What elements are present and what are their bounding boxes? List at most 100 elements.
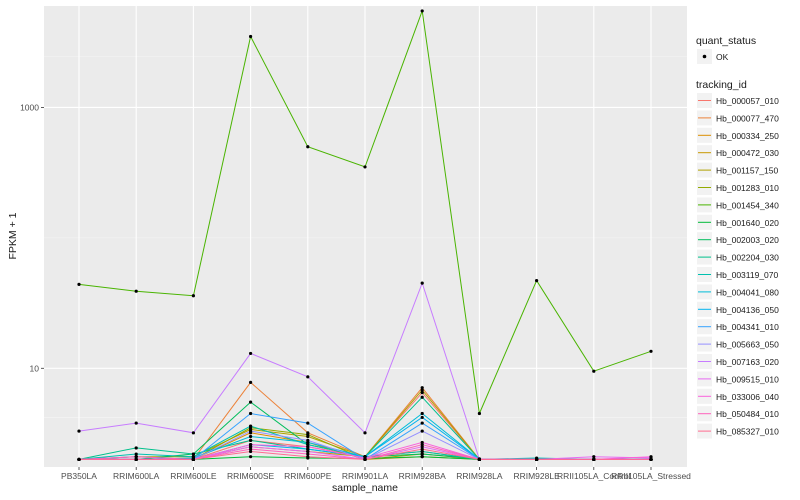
legend-label-Hb_001283_010: Hb_001283_010	[716, 183, 779, 193]
legend-label-Hb_000077_470: Hb_000077_470	[716, 113, 779, 123]
data-point-Hb_009515_010-4	[306, 449, 310, 454]
data-point-Hb_002003_020-3	[249, 400, 253, 404]
legend-label-Hb_009515_010: Hb_009515_010	[716, 374, 779, 384]
legend-label-Hb_007163_020: Hb_007163_020	[716, 357, 779, 367]
legend-label-Hb_005663_050: Hb_005663_050	[716, 340, 779, 350]
data-point-Hb_033006_040-4	[306, 445, 310, 449]
data-point-Hb_007163_020-3	[249, 351, 253, 356]
data-point-Hb_005663_050-4	[306, 438, 310, 442]
data-point-Hb_033006_040-3	[249, 442, 253, 447]
data-point-Hb_001283_010-4	[306, 433, 310, 437]
data-point-Hb_004136_050-4	[306, 447, 310, 451]
data-point-Hb_001454_340-9	[592, 369, 596, 373]
legend-label-Hb_001640_020: Hb_001640_020	[716, 218, 779, 228]
y-axis-title: FPKM + 1	[7, 212, 19, 259]
data-point-Hb_085327_010-2	[191, 457, 195, 462]
x-tick-label-8: RRIM928LE	[513, 471, 560, 481]
data-point-Hb_004341_010-4	[306, 421, 310, 425]
legend-title-quant-status: quant_status	[696, 35, 756, 47]
legend-label-Hb_002003_020: Hb_002003_020	[716, 235, 779, 245]
data-point-Hb_001454_340-7	[477, 411, 481, 416]
legend-label-Hb_004041_080: Hb_004041_080	[716, 287, 779, 297]
x-tick-label-5: RRIM901LA	[342, 471, 389, 481]
x-tick-label-4: RRIM600PE	[284, 471, 332, 481]
legend-title-tracking-id: tracking_id	[696, 79, 747, 91]
legend-label-Hb_001454_340: Hb_001454_340	[716, 200, 779, 210]
data-point-Hb_050484_010-3	[249, 447, 253, 451]
data-point-Hb_050484_010-1	[134, 455, 138, 459]
data-point-Hb_033006_040-10	[649, 455, 653, 459]
data-point-Hb_003119_070-3	[249, 424, 253, 428]
x-tick-label-0: PB350LA	[61, 471, 97, 481]
x-tick-label-2: RRIM600LE	[170, 471, 217, 481]
legend-label-quant-0: OK	[716, 52, 729, 62]
data-point-Hb_007163_020-2	[191, 431, 195, 435]
legend-label-Hb_000334_250: Hb_000334_250	[716, 131, 779, 141]
data-point-Hb_085327_010-10	[649, 457, 653, 462]
y-tick-label-0: 10	[30, 363, 40, 373]
legend: quant_status OK tracking_id Hb_000057_01…	[696, 35, 779, 439]
data-point-Hb_002003_020-6	[420, 452, 424, 456]
grid-lines	[44, 6, 687, 467]
data-point-Hb_009515_010-9	[592, 455, 596, 459]
legend-label-Hb_000472_030: Hb_000472_030	[716, 148, 779, 158]
data-point-Hb_002204_030-2	[191, 452, 195, 456]
data-point-Hb_000077_470-3	[249, 380, 253, 384]
data-point-Hb_007163_020-6	[420, 281, 424, 285]
legend-label-Hb_002204_030: Hb_002204_030	[716, 253, 779, 263]
data-point-Hb_002204_030-1	[134, 446, 138, 450]
data-point-Hb_009515_010-6	[420, 445, 424, 449]
data-point-Hb_009515_010-3	[249, 445, 253, 449]
x-tick-label-7: RRIM928LA	[456, 471, 503, 481]
legend-label-Hb_085327_010: Hb_085327_010	[716, 427, 779, 437]
data-point-Hb_004041_080-6	[420, 411, 424, 416]
data-point-Hb_002204_030-3	[249, 438, 253, 442]
data-point-Hb_085327_010-9	[592, 457, 596, 462]
y-tick-label-1: 1000	[20, 102, 39, 112]
data-point-Hb_001454_340-3	[249, 34, 253, 39]
data-point-Hb_085327_010-5	[363, 457, 367, 462]
data-point-Hb_004041_080-3	[249, 434, 253, 439]
data-point-Hb_000077_470-6	[420, 386, 424, 390]
data-point-Hb_007163_020-5	[363, 431, 367, 435]
legend-label-Hb_050484_010: Hb_050484_010	[716, 409, 779, 419]
data-point-Hb_004136_050-6	[420, 415, 424, 420]
data-point-Hb_004341_010-3	[249, 411, 253, 416]
data-point-Hb_001454_340-4	[306, 145, 310, 149]
data-point-Hb_000057_010-6	[420, 391, 424, 395]
legend-label-Hb_033006_040: Hb_033006_040	[716, 392, 779, 402]
x-axis: PB350LA RRIM600LA RRIM600LE RRIM600SE RRIM60…	[61, 467, 691, 481]
data-point-Hb_007163_020-4	[306, 375, 310, 379]
data-point-Hb_001454_340-8	[535, 279, 539, 283]
data-point-Hb_003119_070-1	[134, 452, 138, 456]
legend-label-Hb_004341_010: Hb_004341_010	[716, 322, 779, 332]
legend-tracking-entries: Hb_000057_010 Hb_000077_470 Hb_000334_250 H…	[697, 93, 779, 439]
y-axis: 10 1000	[20, 102, 44, 373]
x-tick-label-3: RRIM600SE	[227, 471, 275, 481]
data-point-Hb_050484_010-4	[306, 452, 310, 456]
data-point-Hb_007163_020-1	[134, 421, 138, 425]
legend-point-icon	[702, 54, 707, 59]
legend-label-Hb_000057_010: Hb_000057_010	[716, 96, 779, 106]
data-point-Hb_085327_010-0	[77, 457, 81, 462]
data-point-Hb_085327_010-8	[535, 457, 539, 462]
data-point-Hb_085327_010-7	[477, 457, 481, 462]
data-point-Hb_007163_020-0	[77, 429, 81, 433]
data-point-Hb_001454_340-1	[134, 289, 138, 293]
x-tick-label-1: RRIM600LA	[113, 471, 160, 481]
data-point-Hb_005663_050-3	[249, 429, 253, 433]
data-point-Hb_005663_050-6	[420, 429, 424, 433]
data-points	[77, 9, 653, 462]
data-point-Hb_001157_150-6	[420, 388, 424, 392]
legend-label-Hb_004136_050: Hb_004136_050	[716, 305, 779, 315]
data-point-Hb_003119_070-6	[420, 449, 424, 454]
data-point-Hb_085327_010-6	[420, 447, 424, 451]
x-tick-label-9: RRII105LA_Control	[557, 471, 631, 481]
data-point-Hb_002204_030-6	[420, 395, 424, 399]
data-point-Hb_085327_010-1	[134, 457, 138, 462]
legend-label-Hb_001157_150: Hb_001157_150	[716, 166, 779, 176]
data-point-Hb_001640_020-6	[420, 455, 424, 459]
legend-quant-entries: OK	[697, 49, 729, 64]
data-point-Hb_085327_010-4	[306, 455, 310, 459]
